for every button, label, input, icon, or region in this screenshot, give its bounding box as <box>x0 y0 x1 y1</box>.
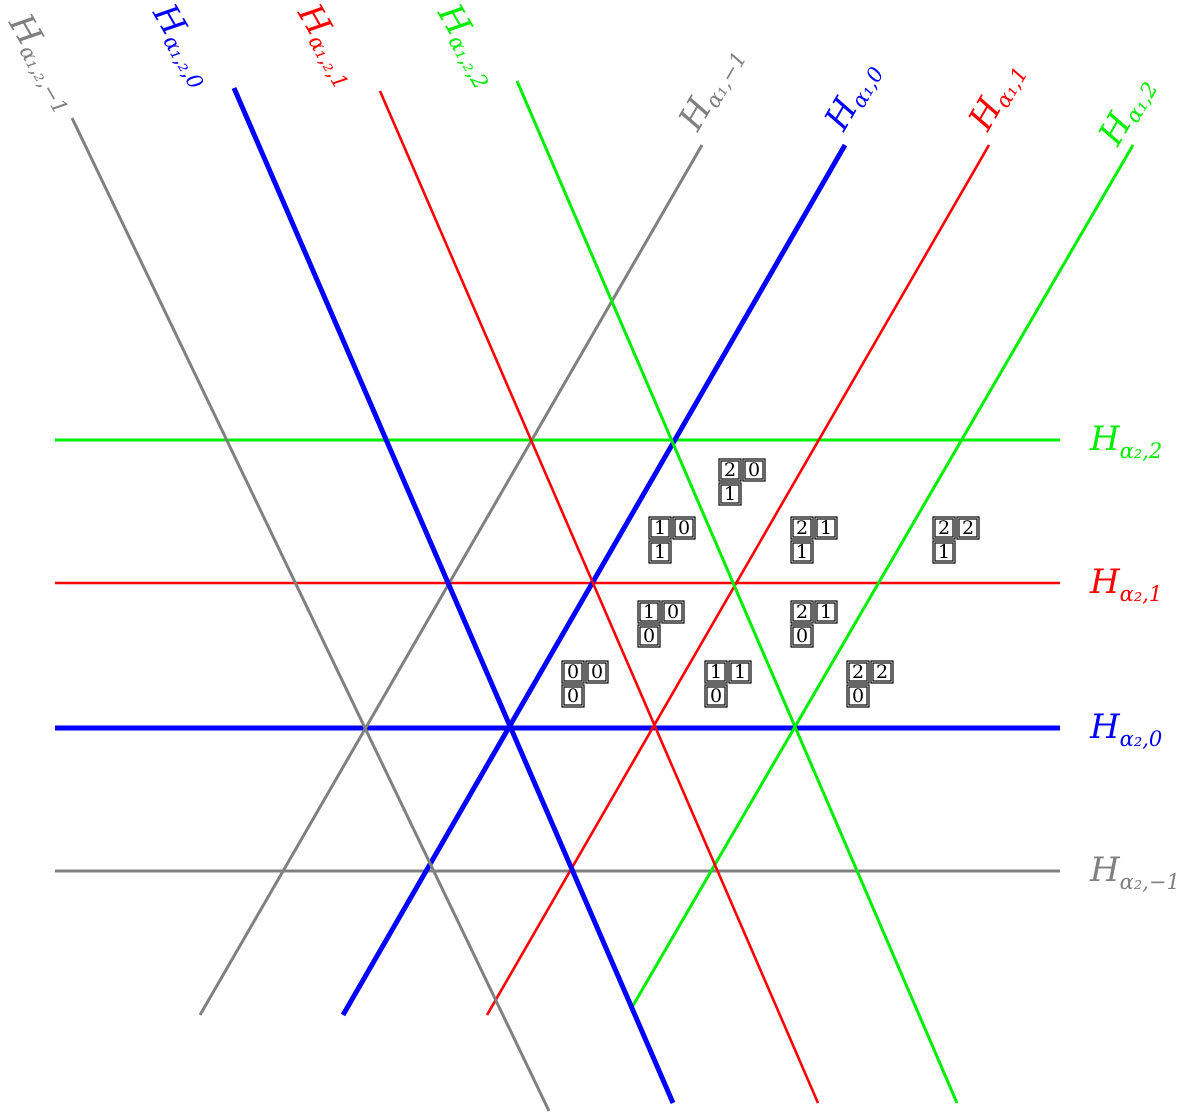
tableau-cell-inner <box>872 662 892 682</box>
tableau-21-1: 2 11 <box>790 516 838 564</box>
tableau-cell-inner <box>958 518 978 538</box>
tableau-entry: 0 <box>567 661 579 683</box>
hyperplane-alpha1-0-label: Hα₁,0 <box>816 54 888 138</box>
tableau-entry: 2 <box>796 517 808 539</box>
tableau-cell-inner <box>848 662 868 682</box>
tableau-entry: 1 <box>724 483 736 505</box>
tableau-entry: 2 <box>962 517 974 539</box>
tableau-cell-inner <box>639 602 659 622</box>
tableau-entry: 0 <box>796 625 808 647</box>
tableau-cell-inner <box>706 662 726 682</box>
tableau-entry: 0 <box>643 625 655 647</box>
tableau-entry: 2 <box>724 459 736 481</box>
hyperplane-lines <box>55 80 1135 1112</box>
tableau-entry: 0 <box>591 661 603 683</box>
hyperplane-alpha12-0-label: Hα₁,₂,0 <box>143 0 222 93</box>
hyperplane-alpha12-minus1-line <box>70 117 551 1112</box>
tableau-22-1: 2 21 <box>932 516 980 564</box>
tableau-entry: 1 <box>796 541 808 563</box>
tableau-entry: 1 <box>820 601 832 623</box>
tableau-10-0: 1 00 <box>637 600 685 648</box>
tableau-entry: 1 <box>654 517 666 539</box>
tableau-cell-inner <box>706 686 726 706</box>
hyperplane-alpha2-1-label: Hα₂,1 <box>1089 562 1162 606</box>
hyperplane-alpha1-2-line <box>629 144 1135 1010</box>
tableau-entry: 0 <box>678 517 690 539</box>
tableau-11-0: 1 10 <box>704 660 752 708</box>
tableau-cell-inner <box>650 518 670 538</box>
young-tableaux: 2 011 012 112 211 002 100 001 102 20 <box>561 458 980 708</box>
tableau-cell-inner <box>792 518 812 538</box>
hyperplane-alpha1-2-label: Hα₁,2 <box>1090 69 1162 153</box>
hyperplane-alpha12-2-line <box>515 80 959 1104</box>
hyperplane-alpha2-2-label: Hα₂,2 <box>1089 419 1162 463</box>
tableau-cell-inner <box>663 602 683 622</box>
tableau-entry: 0 <box>852 685 864 707</box>
tableau-entry: 2 <box>876 661 888 683</box>
tableau-entry: 0 <box>667 601 679 623</box>
hyperplane-alpha1-1-line <box>485 144 991 1016</box>
tableau-cell-inner <box>816 518 836 538</box>
hyperplane-alpha1-1-label: Hα₁,1 <box>960 54 1032 138</box>
tableau-entry: 2 <box>796 601 808 623</box>
tableau-cell-inner <box>720 460 740 480</box>
hyperplane-alpha1-0-line <box>340 143 848 1017</box>
hyperplane-alpha12-minus1-label: Hα₁,₂,−1 <box>0 6 88 118</box>
tableau-cell-inner <box>639 626 659 646</box>
tableau-20-1: 2 01 <box>718 458 766 506</box>
hyperplane-alpha2-0-label: Hα₂,0 <box>1089 707 1162 751</box>
tableau-cell-inner <box>792 602 812 622</box>
tableau-cell-inner <box>720 484 740 504</box>
hyperplane-labels: Hα₂,2 Hα₂,1 Hα₂,0 Hα₂,−1 Hα₁,−1 Hα₁,0 Hα₁,1 Hα₁… <box>0 0 1180 894</box>
tableau-entry: 1 <box>654 541 666 563</box>
tableau-cell-inner <box>848 686 868 706</box>
tableau-21-0: 2 10 <box>790 600 838 648</box>
hyperplane-alpha12-0-line <box>231 87 676 1104</box>
tableau-cell-inner <box>816 602 836 622</box>
tableau-entry: 2 <box>852 661 864 683</box>
tableau-cell-inner <box>744 460 764 480</box>
tableau-entry: 1 <box>643 601 655 623</box>
tableau-cell-inner <box>563 662 583 682</box>
hyperplane-alpha12-1-line <box>378 90 820 1104</box>
tableau-entry: 1 <box>734 661 746 683</box>
hyperplane-alpha1-minus1-line <box>198 144 704 1016</box>
tableau-00-0: 0 00 <box>561 660 609 708</box>
tableau-cell-inner <box>674 518 694 538</box>
tableau-cell-inner <box>730 662 750 682</box>
tableau-entry: 1 <box>820 517 832 539</box>
tableau-cell-inner <box>934 518 954 538</box>
tableau-10-1: 1 01 <box>648 516 696 564</box>
tableau-cell-inner <box>934 542 954 562</box>
hyperplane-alpha2-minus1-label: Hα₂,−1 <box>1089 850 1180 894</box>
hyperplane-alpha1-minus1-label: Hα₁,−1 <box>670 39 751 138</box>
tableau-entry: 1 <box>938 541 950 563</box>
hyperplane-alpha12-2-label: Hα₁,₂,2 <box>428 0 507 93</box>
tableau-cell-inner <box>587 662 607 682</box>
tableau-entry: 0 <box>710 685 722 707</box>
tableau-entry: 0 <box>748 459 760 481</box>
tableau-cell-inner <box>792 626 812 646</box>
tableau-22-0: 2 20 <box>846 660 894 708</box>
hyperplane-alpha12-1-label: Hα₁,₂,1 <box>288 0 367 93</box>
tableau-cell-inner <box>563 686 583 706</box>
tableau-entry: 1 <box>710 661 722 683</box>
tableau-entry: 0 <box>567 685 579 707</box>
tableau-cell-inner <box>792 542 812 562</box>
tableau-entry: 2 <box>938 517 950 539</box>
tableau-cell-inner <box>650 542 670 562</box>
